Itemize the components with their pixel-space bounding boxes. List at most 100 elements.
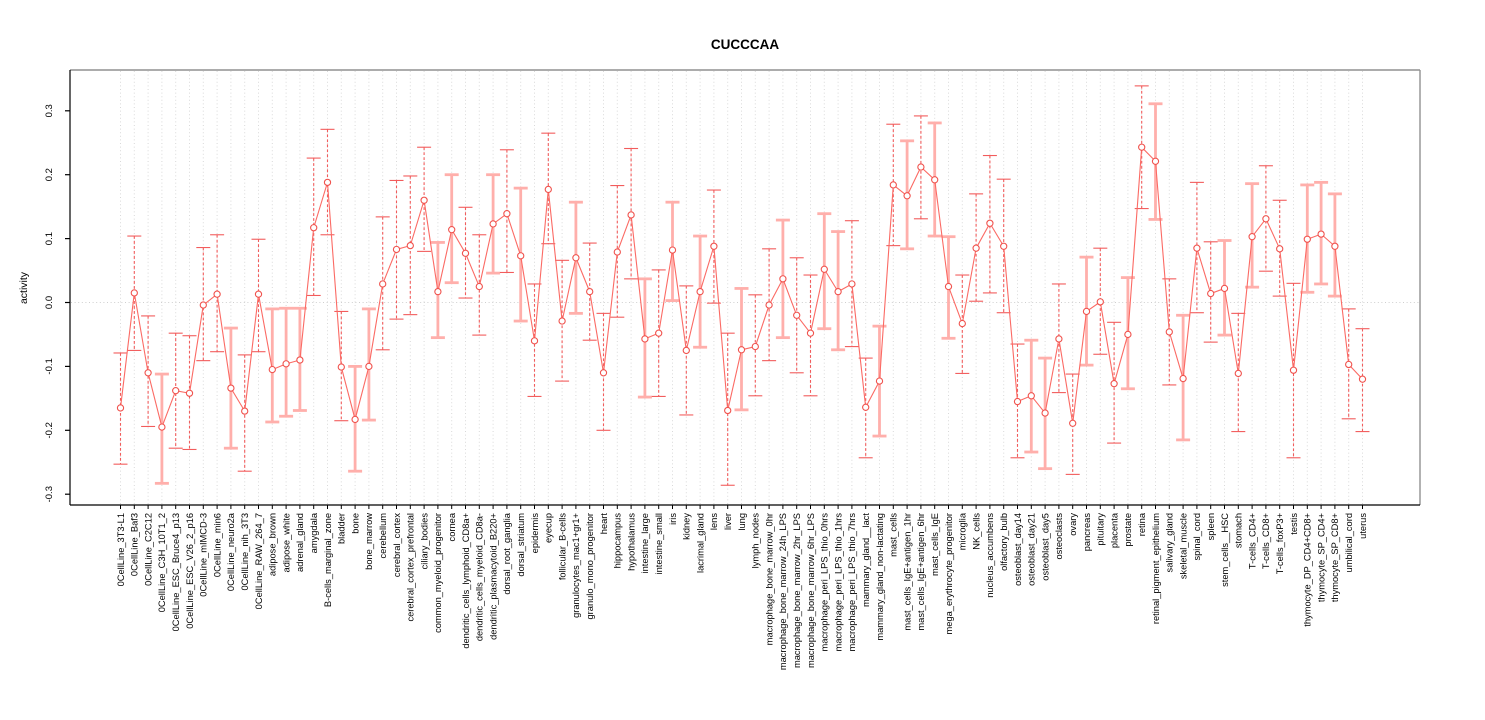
data-point-marker <box>1317 230 1325 238</box>
data-point-marker <box>724 406 732 415</box>
x-tick-label: mammary_gland_non-lactating <box>875 513 885 641</box>
x-tick-label: macrophage_peri_LPS_thio_0hrs <box>820 513 830 652</box>
x-tick-label: macrophage_bone_marrow_0hr <box>764 513 774 645</box>
x-tick-label: hypothalamus <box>626 513 636 571</box>
x-tick-label: adipose_white <box>281 513 291 572</box>
x-tick-label: 0CellLine_C3H_10T1_2 <box>157 513 167 612</box>
data-point-marker <box>1234 369 1242 378</box>
x-tick-label: thymocyte_SP_CD4+ <box>1316 513 1326 602</box>
data-point-marker <box>172 387 180 395</box>
data-point-marker <box>130 289 138 297</box>
x-tick-label: intestine_small <box>654 513 664 575</box>
x-tick-label: amygdala <box>309 512 319 553</box>
x-tick-label: uterus <box>1358 513 1368 539</box>
x-tick-label: bone_marrow <box>364 513 374 570</box>
x-tick-label: heart <box>599 513 609 535</box>
x-tick-label: ciliary_bodies <box>419 513 429 570</box>
x-tick-label: liver <box>723 513 733 530</box>
data-point-marker <box>296 356 304 364</box>
x-tick-label: dendritic_cells_myeloid_CD8a- <box>475 513 485 641</box>
x-tick-label: dendritic_cells_lymphoid_CD8a+ <box>461 513 471 649</box>
data-point-marker <box>1276 245 1284 253</box>
data-point-marker <box>116 404 125 412</box>
x-tick-label: cerebellum <box>378 513 388 559</box>
data-point-marker <box>1124 330 1132 339</box>
data-point-marker <box>875 377 884 385</box>
x-tick-label: iris <box>668 513 678 525</box>
x-tick-label: dorsal_root_ganglia <box>502 512 512 594</box>
x-tick-label: mast_cells_IgE+antigen_6hr <box>916 513 926 631</box>
data-point-marker <box>461 249 470 257</box>
y-tick-label: -0.1 <box>44 358 55 374</box>
x-tick-label: intestine_large <box>640 513 650 573</box>
x-tick-label: cerebral_cortex <box>392 513 402 577</box>
data-point-marker <box>282 360 290 368</box>
y-tick-label: -0.3 <box>44 486 55 502</box>
data-point-marker <box>1248 233 1256 241</box>
x-tick-label: granulo_mono_progenitor <box>585 513 595 619</box>
x-tick-label: 0CellLine_C2C12 <box>143 513 153 586</box>
x-tick-label: 0CellLine_Baf3 <box>130 513 140 576</box>
x-tick-label: 0CellLine_min6 <box>212 513 222 577</box>
y-tick-label: 0.3 <box>44 104 55 117</box>
x-tick-label: lacrimal_gland <box>695 513 705 573</box>
x-tick-label: placenta <box>1109 512 1119 548</box>
x-tick-label: lymph_nodes <box>751 513 761 569</box>
data-point-marker <box>1082 307 1091 316</box>
x-tick-label: pituitary <box>1096 513 1106 546</box>
data-point-marker <box>158 423 166 431</box>
x-tick-label: macrophage_bone_marrow_24h_LPS <box>778 513 788 670</box>
data-point-marker <box>392 245 401 254</box>
gridlines-layer <box>71 71 1419 504</box>
x-tick-label: B-cells_marginal_zone <box>323 513 333 607</box>
data-point-marker <box>889 181 897 189</box>
data-point-marker <box>793 311 801 319</box>
x-tick-label: salivary_gland <box>1165 513 1175 572</box>
x-tick-label: 0CellLine_nih_3T3 <box>240 513 250 591</box>
x-tick-label: hippocampus <box>613 513 623 569</box>
data-point-marker <box>613 248 621 256</box>
axes-layer: -0.3 -0.2 -0.1 0.0 0.1 0.2 0.3 0CellLine_3T3-L1… <box>44 69 1421 670</box>
data-point-marker <box>820 265 828 273</box>
data-point-marker <box>972 244 980 252</box>
data-point-marker <box>627 211 635 219</box>
data-point-marker <box>489 220 497 228</box>
x-tick-label: ovary <box>1068 513 1078 536</box>
x-tick-label: olfactory_bulb <box>999 513 1009 571</box>
data-point-marker <box>544 185 552 194</box>
data-point-marker <box>917 163 925 171</box>
y-tick-label: 0.1 <box>44 232 55 245</box>
data-point-marker <box>1151 157 1160 165</box>
data-point-marker <box>1220 284 1229 293</box>
data-point-marker <box>530 337 539 345</box>
x-tick-label: spleen <box>1206 513 1216 540</box>
data-point-marker <box>931 176 939 184</box>
x-tick-label: osteoblast_day14 <box>1013 513 1023 586</box>
data-point-marker <box>310 224 318 232</box>
data-point-marker <box>185 389 194 397</box>
x-tick-label: pancreas <box>1082 513 1092 552</box>
x-tick-label: retinal_pigment_epithelium <box>1151 513 1161 624</box>
data-point-marker <box>1207 289 1215 298</box>
x-tick-label: thymocyte_DP_CD4+CD8+ <box>1303 513 1313 627</box>
y-axis-title: activity <box>18 271 30 304</box>
data-point-marker <box>1179 374 1187 383</box>
x-tick-label: macrophage_peri_LPS_thio_7hrs <box>847 513 857 652</box>
x-tick-label: macrophage_bone_marrow_6hr_LPS <box>806 513 816 668</box>
chart-title: CUCCCAA <box>711 37 779 52</box>
x-tick-label: dorsal_striatum <box>516 513 526 577</box>
data-point-marker <box>1055 335 1063 343</box>
data-point-marker <box>1165 328 1173 336</box>
data-point-marker <box>1013 397 1022 406</box>
x-tick-label: bladder <box>337 513 347 544</box>
data-point-marker <box>254 290 263 298</box>
data-point-marker <box>1289 366 1298 374</box>
data-point-marker <box>1331 242 1339 250</box>
x-tick-label: thymocyte_SP_CD8+ <box>1330 513 1340 602</box>
data-point-marker <box>848 280 856 288</box>
x-tick-label: umbilical_cord <box>1344 513 1354 572</box>
data-point-marker <box>641 335 649 343</box>
x-tick-label: cornea <box>447 512 457 541</box>
x-tick-label: adrenal_gland <box>295 513 305 572</box>
x-tick-label: adipose_brown <box>268 513 278 576</box>
